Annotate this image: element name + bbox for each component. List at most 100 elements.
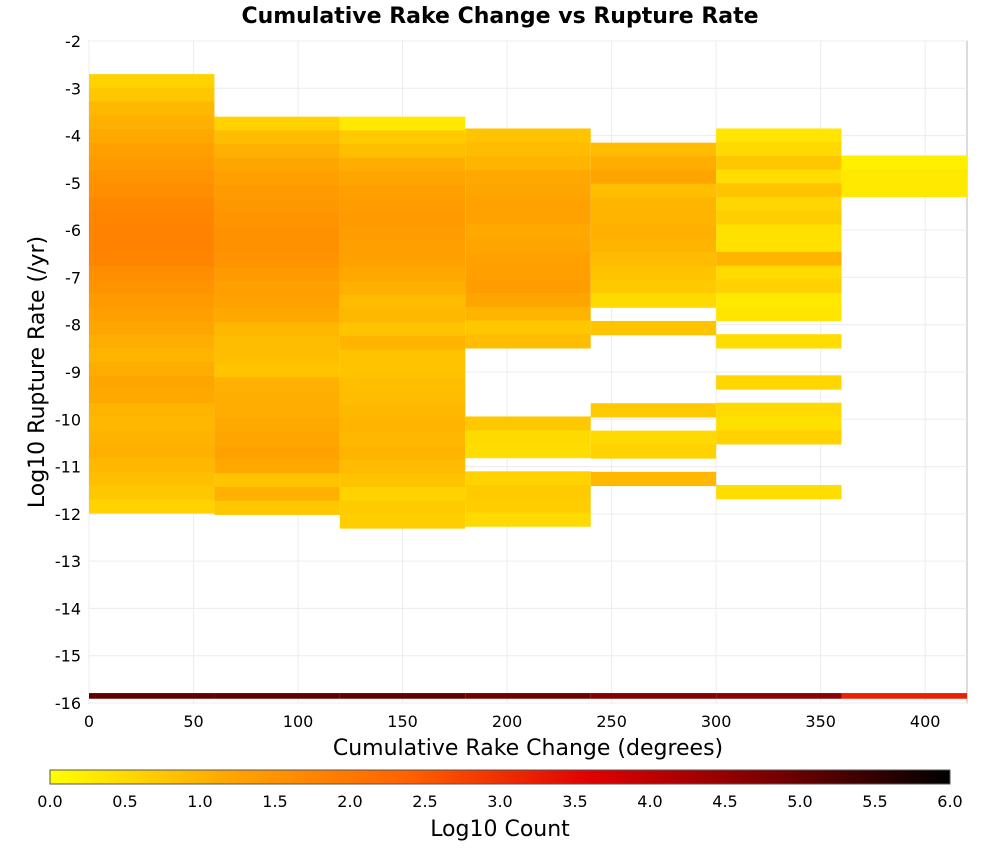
heatmap-cell (214, 212, 340, 227)
y-tick-label: -2 (65, 32, 81, 51)
heatmap-cell (716, 183, 842, 198)
heatmap-cell (89, 389, 215, 404)
heatmap-cell (214, 198, 340, 214)
colorbar-tick-label: 2.0 (337, 792, 362, 811)
heatmap-cell (214, 363, 340, 378)
y-tick-label: -12 (55, 505, 81, 524)
heatmap-cell (716, 197, 842, 212)
x-tick-label: 100 (283, 712, 314, 731)
x-tick-label: 400 (910, 712, 941, 731)
colorbar-tick-label: 0.0 (37, 792, 62, 811)
heatmap-cell (339, 486, 466, 502)
heatmap-cell (89, 87, 215, 103)
heatmap-cell (339, 130, 466, 145)
heatmap-cell (214, 308, 340, 323)
chart-title: Cumulative Rake Change vs Rupture Rate (241, 4, 758, 29)
heatmap-cell (465, 183, 591, 198)
heatmap-cell (214, 253, 340, 269)
heatmap-cell (339, 390, 466, 406)
heatmap-cell (214, 130, 340, 145)
heatmap-cell (89, 293, 215, 308)
heatmap-cell (214, 473, 340, 488)
heatmap-cell (339, 336, 466, 351)
y-tick-label: -10 (55, 410, 81, 429)
heatmap-cell (465, 279, 591, 294)
heatmap-cell (89, 471, 215, 487)
heatmap-cell (339, 212, 466, 227)
heatmap-cell (214, 144, 340, 159)
heatmap-cell (339, 144, 466, 159)
heatmap-cell (339, 418, 466, 433)
heatmap-cell (89, 485, 215, 500)
heatmap-cell (214, 185, 340, 200)
heatmap-cell (214, 322, 340, 337)
heatmap-cell (716, 416, 842, 431)
heatmap-cell (716, 210, 842, 226)
y-tick-label: -5 (65, 174, 81, 193)
y-tick-label: -9 (65, 363, 81, 382)
heatmap-cell (339, 445, 466, 461)
heatmap-cell (89, 238, 215, 253)
heatmap-cell (465, 498, 591, 514)
heatmap-cell (716, 485, 842, 500)
heatmap-cell (339, 693, 466, 699)
heatmap-cell (841, 155, 967, 170)
heatmap-cell (841, 169, 967, 184)
heatmap-cell (214, 693, 340, 699)
heatmap-cell (214, 267, 340, 282)
heatmap-cell (465, 265, 591, 280)
heatmap-cell (89, 101, 215, 116)
heatmap-cell (716, 142, 842, 157)
heatmap-cell (465, 155, 591, 171)
colorbar (49, 769, 951, 785)
heatmap-cell (590, 430, 717, 445)
heatmap-cell (214, 240, 340, 255)
heatmap-cell (465, 430, 591, 445)
heatmap-cell (339, 473, 466, 488)
colorbar-tick-label: 5.5 (862, 792, 887, 811)
heatmap-cell (841, 182, 967, 198)
heatmap-cell (214, 404, 340, 419)
x-tick-label: 250 (596, 712, 627, 731)
heatmap-cell (465, 251, 591, 267)
heatmap-cell (465, 320, 591, 335)
heatmap-cell (716, 279, 842, 294)
heatmap-cell (89, 156, 215, 171)
x-tick-label: 150 (387, 712, 418, 731)
colorbar-tick-label: 2.5 (412, 792, 437, 811)
heatmap-cell (465, 512, 591, 527)
heatmap-cell (339, 185, 466, 200)
heatmap-cell (590, 224, 717, 240)
heatmap-cell (339, 322, 466, 337)
y-tick-label: -4 (65, 127, 81, 146)
heatmap-cell (214, 486, 340, 502)
heatmap-cell (716, 430, 842, 445)
heatmap-cell (465, 142, 591, 157)
heatmap-cell (716, 375, 842, 390)
heatmap-cell (716, 306, 842, 322)
y-tick-label: -16 (55, 694, 81, 713)
colorbar-tick-label: 4.0 (637, 792, 662, 811)
heatmap-cell (590, 444, 717, 459)
heatmap-cell (89, 348, 215, 363)
heatmap-cell (465, 224, 591, 239)
heatmap-cell (339, 294, 466, 310)
heatmap-cell (214, 171, 340, 186)
heatmap-cell (89, 334, 215, 349)
heatmap-cell (716, 238, 842, 253)
heatmap-cell (89, 252, 215, 267)
y-tick-labels: -2 -3 -4 -5 -6 -7 -8 -9 -10 -11 -12 -13 -14 -15 -16 (55, 32, 81, 713)
heatmap-cell (214, 445, 340, 461)
heatmap-cell (465, 416, 591, 431)
heatmap-cell (339, 404, 466, 419)
heatmap-cell (590, 211, 717, 226)
heatmap-cell (716, 334, 842, 349)
heatmap-cell (89, 403, 215, 418)
y-tick-label: -6 (65, 221, 81, 240)
heatmap-cell (89, 362, 215, 377)
y-tick-label: -14 (55, 599, 81, 618)
colorbar-label: Log10 Count (430, 817, 570, 842)
heatmap-cell (339, 198, 466, 214)
heatmap-cell (716, 265, 842, 280)
